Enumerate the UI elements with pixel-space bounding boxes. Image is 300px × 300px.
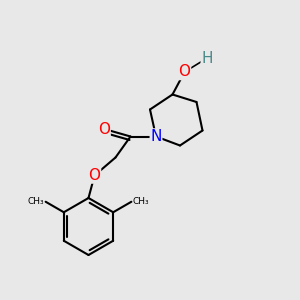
Text: O: O: [98, 122, 110, 136]
Text: O: O: [88, 168, 101, 183]
Text: N: N: [150, 129, 162, 144]
Text: CH₃: CH₃: [133, 197, 149, 206]
Text: CH₃: CH₃: [28, 197, 44, 206]
Text: O: O: [178, 64, 190, 80]
Text: H: H: [201, 51, 213, 66]
